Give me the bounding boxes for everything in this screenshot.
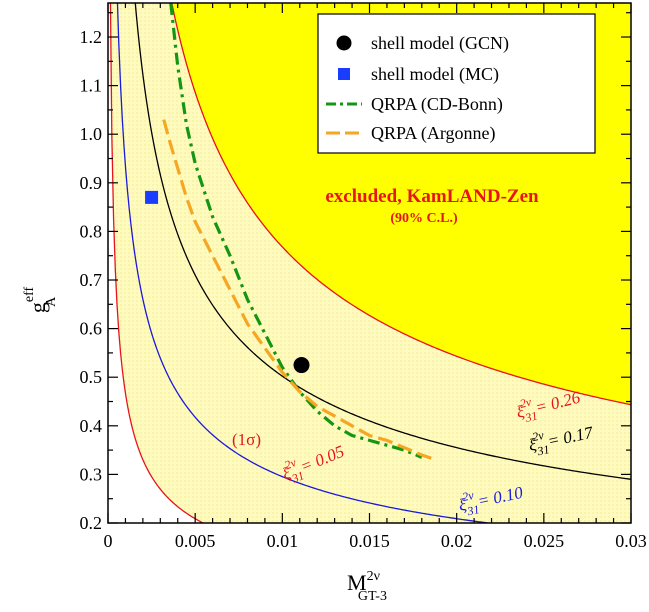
contour-line-xi026 xyxy=(171,3,631,406)
y-axis-label: geff A xyxy=(22,287,59,314)
y-tick-label: 0.3 xyxy=(80,464,103,484)
data-points xyxy=(145,190,310,374)
y-tick-label: 0.9 xyxy=(80,173,103,193)
y-tick-label: 0.4 xyxy=(80,416,103,436)
y-tick-label: 1.1 xyxy=(80,76,103,96)
legend-label-gcn: shell model (GCN) xyxy=(371,33,509,54)
excluded-title: excluded, KamLAND-Zen xyxy=(325,186,539,207)
point-shell-model-mc xyxy=(145,190,159,204)
x-tick-label: 0.02 xyxy=(441,531,473,551)
x-axis-label: M2ν GT-3 xyxy=(347,569,387,604)
legend-label-argonne: QRPA (Argonne) xyxy=(371,123,496,144)
series-line-qrpa-cd-bonn xyxy=(169,3,423,459)
legend-label-mc: shell model (MC) xyxy=(371,64,499,85)
y-tick-label: 1.0 xyxy=(80,124,103,144)
y-tick-label: 0.7 xyxy=(80,270,103,290)
x-tick-label: 0 xyxy=(104,531,113,551)
contour-line-xi010 xyxy=(116,3,494,523)
series-line-qrpa-argonne xyxy=(162,119,437,462)
allowed-band xyxy=(110,3,631,523)
x-tick-label: 0.03 xyxy=(615,531,647,551)
x-tick-label: 0.025 xyxy=(524,531,565,551)
y-tick-label: 1.2 xyxy=(80,27,103,47)
y-tick-label: 0.6 xyxy=(80,319,103,339)
legend-box xyxy=(317,13,596,154)
legend-marker-mc xyxy=(338,68,350,80)
y-tick-label: 0.2 xyxy=(80,513,103,533)
axis-ticks: 0 0.005 0.01 0.015 0.02 0.025 0.03 0.2 0.3 0.4 0.5… xyxy=(80,3,647,551)
x-tick-label: 0.01 xyxy=(267,531,299,551)
x-tick-label: 0.015 xyxy=(349,531,390,551)
x-tick-label: 0.005 xyxy=(175,531,216,551)
legend-marker-gcn xyxy=(336,35,352,51)
legend-label-cdbonn: QRPA (CD-Bonn) xyxy=(371,94,503,115)
contour-line-xi017 xyxy=(134,3,631,480)
excluded-subtitle: (90% C.L.) xyxy=(390,211,458,226)
point-shell-model-gcn xyxy=(293,357,310,374)
series-lines xyxy=(162,3,437,462)
y-tick-label: 0.8 xyxy=(80,221,103,241)
sigma-label: (1σ) xyxy=(232,430,261,449)
y-tick-label: 0.5 xyxy=(80,367,103,387)
legend: shell model (GCN) shell model (MC) QRPA … xyxy=(317,13,596,154)
